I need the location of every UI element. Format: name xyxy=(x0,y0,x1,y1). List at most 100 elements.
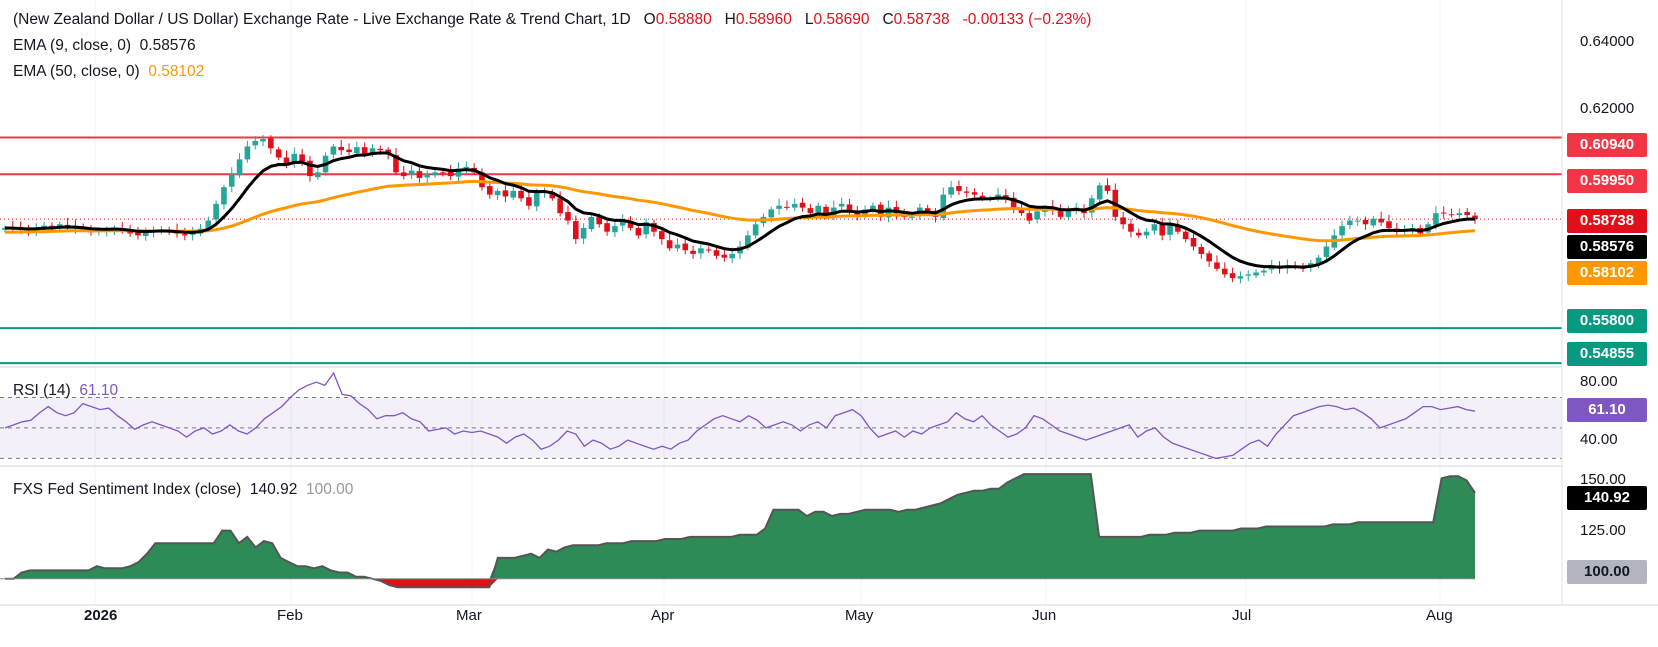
candle-body xyxy=(400,172,407,177)
candle-body xyxy=(1370,218,1377,226)
ohlc-close: C0.58738 xyxy=(882,11,950,28)
candle-body xyxy=(1026,213,1033,221)
candle-body xyxy=(1261,270,1267,273)
ema9-line xyxy=(4,151,1475,269)
fsi-value: 140.92 xyxy=(249,481,298,498)
candle-body xyxy=(1237,276,1244,279)
candle-body xyxy=(275,149,282,158)
candle-body xyxy=(244,146,251,160)
candle-body xyxy=(393,154,399,173)
candle-body xyxy=(1347,220,1353,226)
time-axis-label-feb: Feb xyxy=(277,607,303,624)
candle-body xyxy=(236,159,243,176)
candle-body xyxy=(1182,231,1189,240)
candle-body xyxy=(799,202,806,208)
price-axis-label: 0.64000 xyxy=(1580,33,1635,50)
candle-body xyxy=(1315,257,1322,264)
candle-body xyxy=(377,148,384,151)
time-axis-label-mar: Mar xyxy=(456,607,482,624)
candle-body xyxy=(1354,220,1361,222)
candle-body xyxy=(909,216,915,218)
last-price-tag: 0.58738 xyxy=(1567,209,1647,233)
candle-body xyxy=(674,244,681,249)
candle-body xyxy=(948,187,954,195)
candle-body xyxy=(447,172,454,177)
candle-body xyxy=(1229,273,1236,279)
fsi-baseline-tag: 100.00 xyxy=(1567,560,1647,584)
candle-body xyxy=(549,192,556,199)
candle-body xyxy=(1221,268,1228,275)
candle-body xyxy=(713,250,720,256)
candle-body xyxy=(354,147,360,154)
candle-body xyxy=(268,138,274,149)
candle-body xyxy=(768,209,775,218)
candle-body xyxy=(1167,224,1173,235)
ema50-label: EMA (50, close, 0) xyxy=(13,63,140,80)
candle-body xyxy=(784,206,790,208)
candle-body xyxy=(440,172,446,174)
candle-body xyxy=(971,192,978,195)
candle-body xyxy=(463,166,470,169)
fsi-tag: 140.92 xyxy=(1567,486,1647,510)
candle-body xyxy=(627,221,634,228)
candle-body xyxy=(604,223,610,232)
ohlc-open: O0.58880 xyxy=(643,11,712,28)
time-axis-label-aug: Aug xyxy=(1426,607,1453,624)
fsi-area-positive xyxy=(5,474,1475,579)
candle-body xyxy=(1253,272,1259,276)
candle-body xyxy=(588,216,595,230)
candle-body xyxy=(1440,212,1447,214)
ema50-tag: 0.58102 xyxy=(1567,261,1647,285)
time-axis-label-apr: Apr xyxy=(651,607,675,624)
candle-body xyxy=(940,194,947,218)
ema9-value: 0.58576 xyxy=(139,37,196,54)
candle-body xyxy=(182,234,188,236)
candle-body xyxy=(995,194,1001,198)
candle-body xyxy=(533,192,540,207)
rsi-band xyxy=(0,397,1562,459)
candle-body xyxy=(846,204,853,212)
candle-body xyxy=(745,235,751,248)
time-axis-label-jun: Jun xyxy=(1032,607,1057,624)
candle-body xyxy=(135,232,141,236)
candle-body xyxy=(1151,224,1158,231)
candle-body xyxy=(776,205,782,209)
candle-body xyxy=(721,254,728,258)
support-tag-2: 0.54855 xyxy=(1567,342,1647,366)
candle-body xyxy=(1268,266,1275,270)
candle-body xyxy=(307,160,313,177)
candle-body xyxy=(963,191,970,193)
candle-body xyxy=(643,222,649,235)
candle-body xyxy=(979,195,986,199)
rsi-line xyxy=(4,371,1476,460)
candle-body xyxy=(260,139,266,142)
candle-body xyxy=(1120,217,1126,225)
candle-body xyxy=(1089,198,1095,213)
time-axis-label-jul: Jul xyxy=(1232,607,1252,624)
ema50-line xyxy=(4,179,1476,243)
candle-body xyxy=(1433,213,1439,225)
candle-body xyxy=(619,220,626,226)
support-tag-1: 0.55800 xyxy=(1567,309,1647,333)
candle-body xyxy=(1448,214,1455,216)
candle-body xyxy=(572,221,579,240)
candle-body xyxy=(635,227,642,236)
candle-body xyxy=(1128,223,1134,232)
candle-body xyxy=(1104,185,1111,191)
candle-body xyxy=(705,249,712,251)
candle-body xyxy=(510,190,517,198)
candle-body xyxy=(424,174,431,178)
time-axis-label-may: May xyxy=(845,607,874,624)
candle-body xyxy=(330,146,337,155)
candle-body xyxy=(1386,221,1392,228)
candle-body xyxy=(486,186,493,195)
candle-body xyxy=(1206,253,1212,262)
candle-body xyxy=(1362,220,1369,225)
rsi-axis-label: 40.00 xyxy=(1580,431,1618,448)
rsi-value: 61.10 xyxy=(79,382,119,399)
candle-body xyxy=(659,231,665,240)
candle-body xyxy=(416,171,423,178)
ema9-tag: 0.58576 xyxy=(1567,235,1647,259)
candle-body xyxy=(1472,215,1478,220)
ohlc-low: L0.58690 xyxy=(804,11,870,28)
